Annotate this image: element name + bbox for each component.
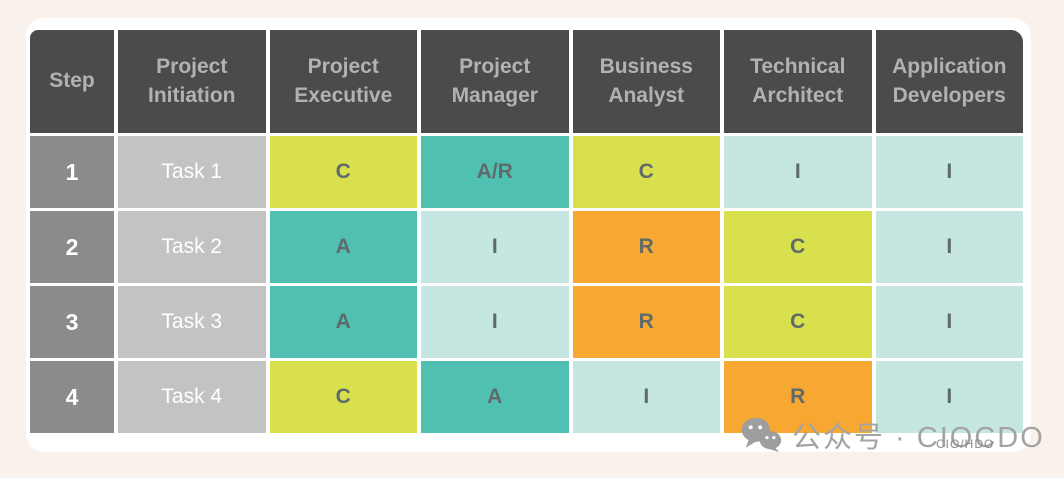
task-cell: Task 2 xyxy=(118,211,266,283)
matrix-cell: A/R xyxy=(421,136,569,208)
watermark-text: 公众号 · CIOCDO xyxy=(792,422,1045,454)
matrix-cell: C xyxy=(269,136,417,208)
matrix-cell: C xyxy=(572,136,720,208)
matrix-cell: I xyxy=(421,211,569,283)
column-header-project-executive: Project Executive xyxy=(269,30,417,133)
task-cell: Task 1 xyxy=(118,136,266,208)
task-cell: Task 3 xyxy=(118,286,266,358)
column-header-business-analyst: Business Analyst xyxy=(572,30,720,133)
matrix-cell: C xyxy=(724,286,872,358)
watermark-small-text: CIO/HDO xyxy=(936,437,995,451)
column-header-technical-architect: Technical Architect xyxy=(724,30,872,133)
table-card: Step Project Initiation Project Executiv… xyxy=(26,18,1031,452)
watermark: 公众号 · CIOCDO xyxy=(740,414,1045,456)
step-cell: 2 xyxy=(30,211,114,283)
matrix-cell: A xyxy=(269,286,417,358)
column-header-project-manager: Project Manager xyxy=(421,30,569,133)
column-header-project-initiation: Project Initiation xyxy=(118,30,266,133)
step-cell: 4 xyxy=(30,361,114,433)
matrix-cell: A xyxy=(421,361,569,433)
wechat-icon xyxy=(740,417,782,453)
matrix-cell: R xyxy=(572,286,720,358)
matrix-cell: A xyxy=(269,211,417,283)
matrix-cell: I xyxy=(572,361,720,433)
column-header-application-developers: Application Developers xyxy=(875,30,1023,133)
matrix-cell: I xyxy=(875,211,1023,283)
raci-matrix-table: Step Project Initiation Project Executiv… xyxy=(30,30,1023,433)
matrix-cell: I xyxy=(875,286,1023,358)
task-cell: Task 4 xyxy=(118,361,266,433)
matrix-cell: I xyxy=(421,286,569,358)
step-cell: 1 xyxy=(30,136,114,208)
matrix-cell: I xyxy=(875,136,1023,208)
matrix-cell: C xyxy=(269,361,417,433)
matrix-cell: I xyxy=(875,361,1023,433)
matrix-cell: I xyxy=(724,136,872,208)
step-cell: 3 xyxy=(30,286,114,358)
matrix-cell: C xyxy=(724,211,872,283)
column-header-step: Step xyxy=(30,30,114,133)
matrix-cell: R xyxy=(572,211,720,283)
